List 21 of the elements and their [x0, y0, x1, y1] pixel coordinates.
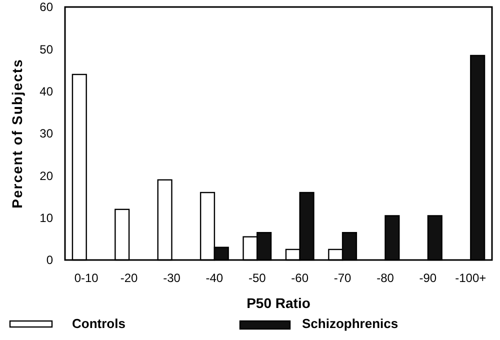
x-tick-label: -30	[163, 271, 181, 285]
y-axis-title: Percent of Subjects	[9, 58, 25, 208]
x-tick-label: -80	[376, 271, 394, 285]
x-tick-label: -50	[248, 271, 266, 285]
y-tick-label: 40	[40, 84, 54, 99]
legend-label: Schizophrenics	[302, 316, 398, 331]
y-tick-label: 60	[40, 0, 54, 14]
y-tick-label: 50	[40, 42, 54, 56]
x-tick-label: -40	[206, 271, 224, 285]
x-axis-title: P50 Ratio	[246, 295, 310, 311]
y-tick-label: 30	[40, 126, 54, 141]
x-tick-label: -20	[120, 271, 138, 285]
y-tick-label: 0	[46, 253, 54, 268]
y-tick-label: 20	[40, 168, 54, 183]
legend-label: Controls	[72, 316, 126, 331]
y-tick-label: 10	[40, 211, 54, 226]
x-tick-label: -100+	[455, 271, 486, 285]
x-tick-label: -90	[419, 271, 437, 285]
x-tick-label: -60	[291, 271, 309, 285]
x-tick-label: 0-10	[74, 271, 99, 285]
x-tick-label: -70	[334, 271, 352, 285]
